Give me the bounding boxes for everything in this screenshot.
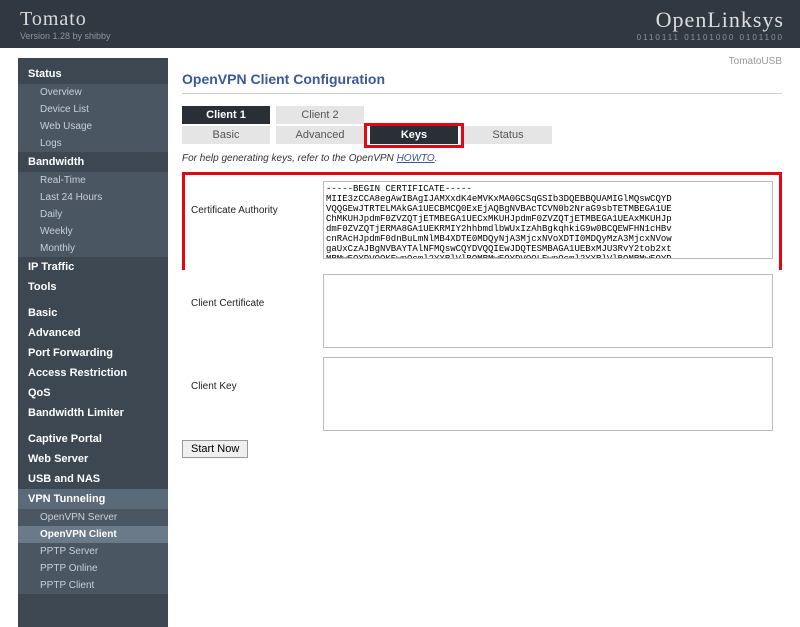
subtab-advanced[interactable]: Advanced xyxy=(276,126,364,144)
nav-item-realtime[interactable]: Real-Time xyxy=(18,172,168,189)
help-pre: For help generating keys, refer to the O… xyxy=(182,153,397,164)
subtab-keys[interactable]: Keys xyxy=(370,126,458,144)
nav-head-usbnas[interactable]: USB and NAS xyxy=(18,469,168,489)
cc-textarea[interactable] xyxy=(323,274,773,348)
nav-item-overview[interactable]: Overview xyxy=(18,84,168,101)
nav-item-pptp-server[interactable]: PPTP Server xyxy=(18,543,168,560)
sidebar: Status Overview Device List Web Usage Lo… xyxy=(18,58,168,627)
nav-head-tools[interactable]: Tools xyxy=(18,277,168,297)
nav-head-iptraffic[interactable]: IP Traffic xyxy=(18,257,168,277)
nav-head-webserver[interactable]: Web Server xyxy=(18,449,168,469)
nav-head-access[interactable]: Access Restriction xyxy=(18,363,168,383)
openlinksys-title: OpenLinksys xyxy=(637,7,784,33)
client-tabs: Client 1 Client 2 xyxy=(182,106,782,124)
cc-label: Client Certificate xyxy=(191,274,323,309)
nav-item-daily[interactable]: Daily xyxy=(18,206,168,223)
tab-client-2[interactable]: Client 2 xyxy=(276,106,364,124)
brand-title: Tomato xyxy=(20,8,111,31)
help-post: . xyxy=(435,153,438,164)
howto-link[interactable]: HOWTO xyxy=(397,153,435,164)
tab-client-1[interactable]: Client 1 xyxy=(182,106,270,124)
ca-label: Certificate Authority xyxy=(191,181,323,216)
ca-textarea[interactable] xyxy=(323,181,773,259)
tomato-usb-label: TomatoUSB xyxy=(182,56,782,71)
nav-item-monthly[interactable]: Monthly xyxy=(18,240,168,257)
nav-item-logs[interactable]: Logs xyxy=(18,135,168,152)
nav-item-devicelist[interactable]: Device List xyxy=(18,101,168,118)
nav-head-status[interactable]: Status xyxy=(18,64,168,84)
nav-head-portfw[interactable]: Port Forwarding xyxy=(18,343,168,363)
nav-item-last24[interactable]: Last 24 Hours xyxy=(18,189,168,206)
nav-head-advanced[interactable]: Advanced xyxy=(18,323,168,343)
start-now-button[interactable]: Start Now xyxy=(182,440,248,458)
subtab-basic[interactable]: Basic xyxy=(182,126,270,144)
nav-head-captive[interactable]: Captive Portal xyxy=(18,429,168,449)
app-header: Tomato Version 1.28 by shibby OpenLinksy… xyxy=(0,0,800,48)
subtab-status[interactable]: Status xyxy=(464,126,552,144)
openlinksys-sub: 0110111 01101000 0101100 xyxy=(637,33,784,42)
nav-item-ovpn-client[interactable]: OpenVPN Client xyxy=(18,526,168,543)
sub-tabs: Basic Advanced Keys Status xyxy=(182,126,782,144)
brand-sub: Version 1.28 by shibby xyxy=(20,31,111,41)
ca-section-highlight: Certificate Authority xyxy=(182,172,782,270)
nav-head-basic[interactable]: Basic xyxy=(18,303,168,323)
nav-head-qos[interactable]: QoS xyxy=(18,383,168,403)
nav-item-weekly[interactable]: Weekly xyxy=(18,223,168,240)
help-text: For help generating keys, refer to the O… xyxy=(182,150,782,172)
nav-item-webusage[interactable]: Web Usage xyxy=(18,118,168,135)
nav-item-pptp-online[interactable]: PPTP Online xyxy=(18,560,168,577)
nav-item-ovpn-server[interactable]: OpenVPN Server xyxy=(18,509,168,526)
nav-head-bwlimiter[interactable]: Bandwidth Limiter xyxy=(18,403,168,423)
nav-item-pptp-client[interactable]: PPTP Client xyxy=(18,577,168,594)
page-title: OpenVPN Client Configuration xyxy=(182,71,782,94)
nav-head-vpn[interactable]: VPN Tunneling xyxy=(18,489,168,509)
nav-head-bandwidth[interactable]: Bandwidth xyxy=(18,152,168,172)
ck-label: Client Key xyxy=(191,357,323,392)
ck-textarea[interactable] xyxy=(323,357,773,431)
